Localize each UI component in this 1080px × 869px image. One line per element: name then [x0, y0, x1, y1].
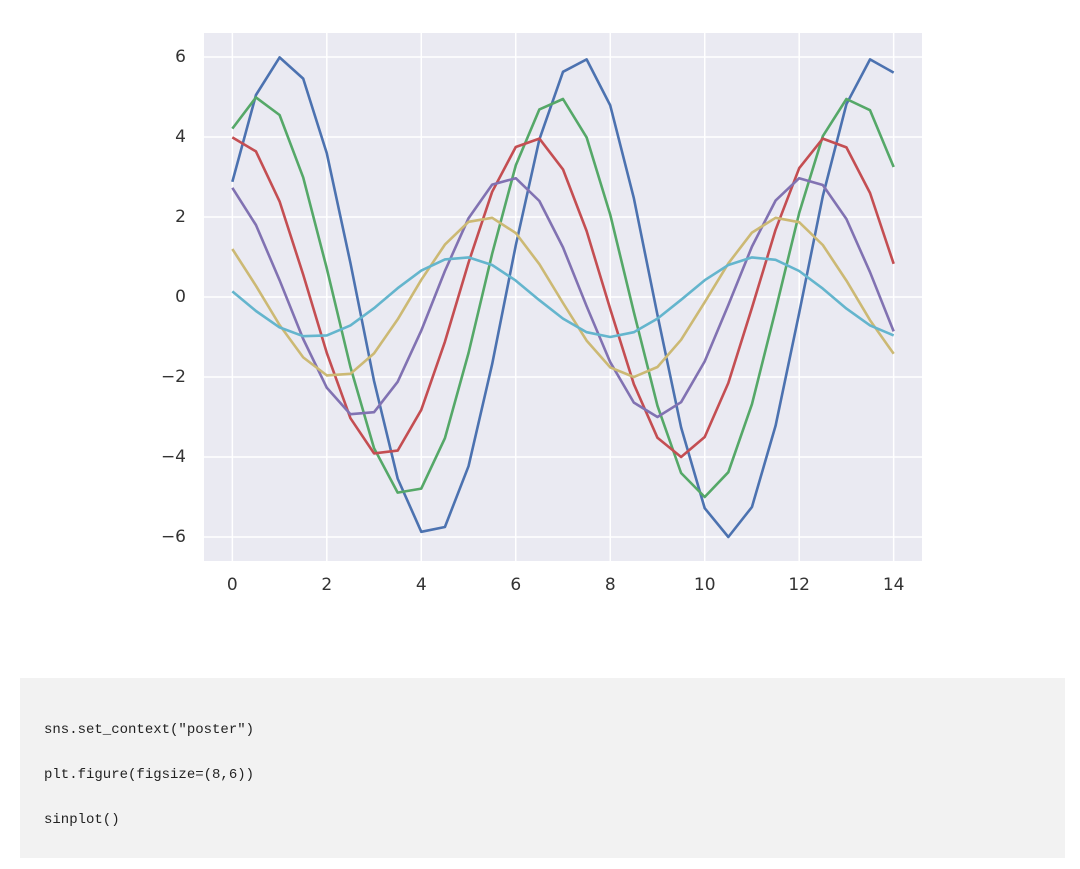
x-tick-label: 6 — [510, 575, 521, 595]
series-line — [231, 56, 895, 539]
y-tick-label: −4 — [161, 447, 186, 467]
series-line — [231, 176, 895, 419]
code-line: sns.set_context("poster") — [44, 722, 255, 738]
y-tick-label: −6 — [161, 527, 186, 547]
x-tick-label: 4 — [416, 575, 427, 595]
y-tick-label: −2 — [161, 367, 186, 387]
x-tick-label: 8 — [605, 575, 616, 595]
x-tick-label: 14 — [883, 575, 905, 595]
x-tick-label: 12 — [788, 575, 810, 595]
x-tick-label: 0 — [227, 575, 238, 595]
x-tick-label: 2 — [321, 575, 332, 595]
series-line — [231, 96, 895, 499]
code-line: sinplot() — [44, 812, 120, 828]
y-tick-label: 4 — [175, 127, 186, 147]
y-tick-label: 2 — [175, 207, 186, 227]
series-line — [231, 216, 895, 379]
code-line: plt.figure(figsize=(8,6)) — [44, 767, 255, 783]
series-line — [231, 136, 895, 459]
chart: −6 −4 −2 0 2 4 6 0 2 4 6 8 10 12 14 — [161, 33, 922, 595]
code-block: sns.set_context("poster") plt.figure(fig… — [20, 678, 1065, 858]
y-tick-label: 6 — [175, 47, 186, 67]
y-tick-label: 0 — [175, 287, 186, 307]
x-tick-label: 10 — [694, 575, 716, 595]
series-line — [231, 256, 895, 339]
